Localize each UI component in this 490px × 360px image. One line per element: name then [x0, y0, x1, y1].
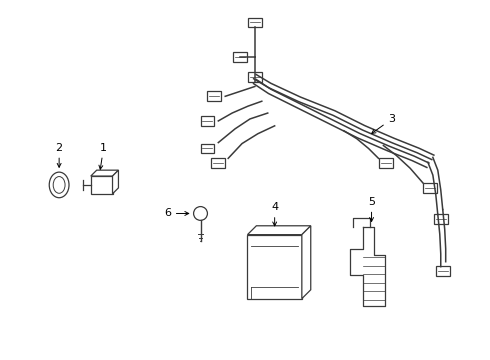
- Bar: [248, 18, 262, 27]
- Text: 6: 6: [164, 208, 189, 219]
- Text: 1: 1: [99, 143, 107, 169]
- Bar: [423, 183, 437, 193]
- Bar: [436, 266, 450, 275]
- Polygon shape: [113, 170, 119, 194]
- Text: 5: 5: [368, 197, 375, 221]
- Bar: [91, 176, 113, 194]
- Bar: [233, 52, 247, 62]
- Polygon shape: [247, 226, 311, 235]
- Polygon shape: [91, 170, 119, 176]
- Bar: [200, 116, 214, 126]
- Bar: [211, 158, 225, 168]
- Bar: [247, 235, 302, 299]
- Bar: [207, 91, 221, 101]
- Bar: [434, 215, 448, 224]
- Text: 3: 3: [372, 114, 395, 134]
- Polygon shape: [302, 226, 311, 299]
- Bar: [200, 144, 214, 153]
- Text: 4: 4: [271, 202, 278, 226]
- Bar: [248, 72, 262, 82]
- Text: 2: 2: [55, 143, 63, 167]
- Bar: [379, 158, 393, 168]
